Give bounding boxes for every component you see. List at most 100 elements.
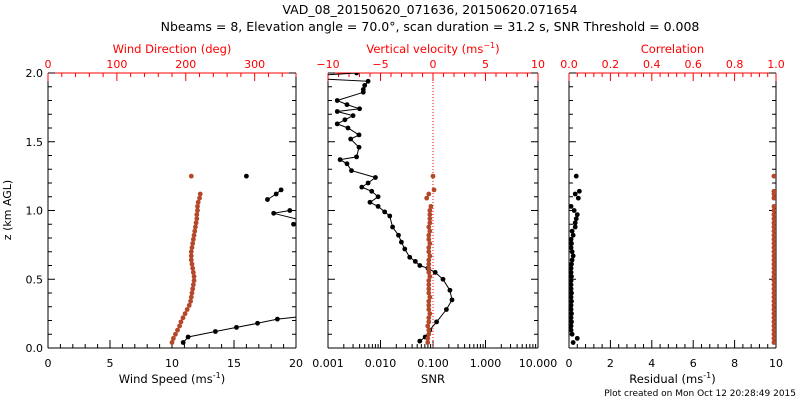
data-point (569, 203, 574, 209)
x-tick-label: 5 (107, 357, 114, 370)
top-tick-label: −5 (372, 58, 388, 71)
data-point (356, 132, 362, 138)
data-point (345, 125, 351, 131)
superscript: -1 (703, 371, 711, 380)
paren: ) (221, 372, 226, 386)
data-point (310, 73, 315, 78)
data-point (191, 278, 197, 284)
data-point (426, 331, 432, 337)
x-tick-label: 6 (690, 357, 697, 370)
data-point (396, 232, 401, 238)
superscript: -1 (213, 371, 221, 380)
data-point (572, 224, 578, 230)
data-point (349, 168, 354, 174)
data-point (362, 82, 368, 88)
data-point (771, 327, 776, 333)
top-tick-label: 0.6 (684, 58, 702, 71)
data-point (426, 278, 432, 284)
data-point (771, 265, 776, 271)
data-point (191, 232, 197, 238)
data-point (424, 195, 430, 201)
data-point (426, 191, 432, 197)
data-point (180, 315, 186, 321)
data-point (425, 335, 431, 341)
data-point (771, 278, 776, 284)
data-point (569, 278, 574, 284)
top-tick-label: 0.4 (643, 58, 661, 71)
data-point (190, 269, 196, 275)
top-axis-title: Vertical velocity (ms−1) (366, 41, 499, 56)
data-point (426, 302, 432, 308)
data-point (188, 294, 194, 300)
x-tick-label: 4 (648, 357, 655, 370)
top-tick-label: 1.0 (767, 58, 785, 71)
data-point (426, 261, 432, 267)
data-point (348, 136, 354, 142)
data-point (771, 236, 776, 242)
top-axis-title: Wind Direction (deg) (113, 42, 232, 56)
data-point (344, 161, 350, 167)
data-point (354, 73, 359, 76)
data-point (194, 216, 200, 222)
data-point (194, 212, 200, 218)
data-point (426, 249, 432, 255)
x-tick-label: 15 (227, 357, 241, 370)
data-point (188, 253, 194, 259)
data-point (771, 290, 776, 296)
data-point (426, 319, 432, 325)
data-point (390, 224, 395, 230)
data-point (771, 195, 776, 201)
data-point (426, 327, 432, 333)
data-point (573, 173, 579, 179)
data-point (195, 199, 201, 205)
data-point (195, 208, 200, 213)
data-point (173, 331, 178, 337)
data-point (398, 239, 404, 245)
top-tick-label: 0.8 (726, 58, 744, 71)
data-point (427, 228, 433, 234)
data-point (572, 191, 578, 197)
data-point (310, 76, 315, 81)
data-point (569, 249, 575, 255)
data-point (569, 298, 574, 304)
data-point (570, 232, 576, 238)
data-point (265, 197, 270, 202)
data-point (365, 180, 371, 186)
data-point (771, 249, 776, 255)
data-point (771, 294, 776, 300)
data-point (244, 173, 249, 179)
data-point (255, 320, 260, 326)
data-point (574, 212, 580, 218)
data-point (444, 307, 449, 312)
x-tick-label: 10.000 (519, 357, 558, 370)
data-point (188, 257, 194, 263)
data-point (432, 269, 438, 275)
data-point (373, 175, 378, 180)
x-tick-label: 0.100 (417, 357, 449, 370)
data-point (569, 331, 575, 337)
data-point (771, 274, 776, 279)
top-tick-label: 5 (482, 58, 489, 71)
data-point (189, 261, 195, 267)
data-point (427, 274, 433, 279)
data-point (407, 254, 413, 260)
data-point (190, 241, 196, 246)
data-point (365, 78, 371, 84)
data-point (569, 245, 574, 251)
x-tick-label: 1.000 (470, 357, 502, 370)
data-point (190, 265, 196, 271)
y-tick-label: 2.0 (26, 67, 44, 80)
data-point (367, 199, 373, 205)
data-point (178, 319, 184, 325)
data-layer (169, 173, 296, 345)
data-point (426, 232, 432, 238)
data-point (197, 195, 202, 201)
data-point (185, 334, 191, 340)
data-point (771, 253, 776, 259)
data-point (356, 144, 362, 150)
x-tick-label: 0 (45, 357, 52, 370)
data-point (189, 245, 195, 251)
data-point (569, 319, 574, 325)
data-point (571, 208, 577, 213)
data-point (569, 261, 574, 267)
